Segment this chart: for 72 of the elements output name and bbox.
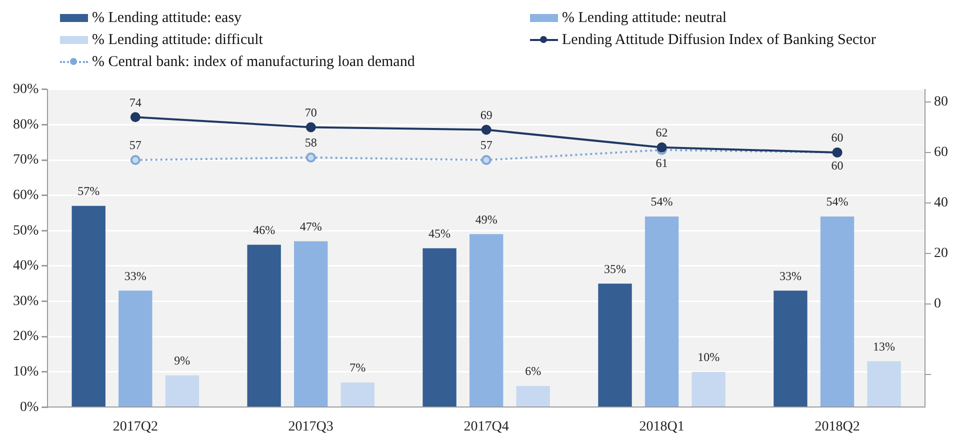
point — [481, 155, 492, 166]
point — [481, 124, 492, 135]
data-label: 13% — [873, 339, 896, 354]
data-label: 54% — [826, 194, 848, 209]
data-label: 70 — [304, 105, 317, 120]
y-tick-label: 20% — [12, 329, 39, 344]
y-tick-label: 50% — [12, 223, 39, 238]
bar — [469, 234, 504, 406]
data-label: 74 — [129, 95, 142, 110]
bar — [165, 375, 200, 406]
data-label: 62 — [656, 126, 668, 140]
y2-tick-label: 60 — [934, 145, 948, 160]
bar — [820, 216, 854, 406]
data-label: 61 — [656, 156, 668, 170]
data-label: 58 — [304, 136, 317, 150]
data-label: 33% — [124, 268, 146, 283]
bar — [340, 382, 374, 406]
x-tick-label: 2018Q1 — [639, 419, 684, 434]
bar — [644, 216, 679, 406]
y-tick-label: 40% — [12, 258, 39, 274]
point — [306, 152, 316, 162]
data-label: 69 — [480, 108, 492, 122]
data-label: 57 — [129, 138, 142, 152]
data-label: 45% — [428, 226, 451, 240]
y-tick-label: 30% — [12, 294, 39, 309]
legend-label: % Central bank: index of manufacturing loan demand — [92, 54, 415, 70]
bar — [422, 248, 456, 406]
y2-tick-label: 0 — [934, 296, 941, 312]
y-tick-label: 10% — [12, 364, 39, 380]
data-label: 10% — [698, 350, 720, 364]
legend-label: % Lending attitude: neutral — [562, 10, 727, 26]
legend-label: % Lending attitude: difficult — [92, 32, 263, 48]
x-tick-label: 2017Q2 — [112, 419, 158, 434]
y2-tick-label: 80 — [934, 94, 948, 110]
data-label: 35% — [604, 262, 626, 276]
y-tick-label: 60% — [12, 188, 39, 204]
x-tick-label: 2018Q2 — [814, 419, 860, 434]
y-tick-label: 90% — [12, 82, 39, 98]
point — [130, 155, 140, 166]
point — [130, 112, 140, 122]
bar — [774, 290, 808, 406]
y-tick-label: 70% — [12, 152, 39, 168]
bar — [294, 241, 328, 406]
data-label: 46% — [253, 222, 276, 237]
x-tick-label: 2017Q4 — [464, 419, 509, 434]
data-label: 49% — [475, 212, 498, 226]
point — [656, 142, 667, 152]
data-label: 57% — [78, 184, 100, 198]
bar — [516, 386, 550, 406]
point — [306, 122, 316, 132]
data-label: 54% — [650, 194, 673, 209]
data-label: 47% — [300, 219, 322, 234]
bar — [72, 206, 106, 406]
y-tick-label: 0% — [20, 400, 39, 415]
data-label: 33% — [779, 268, 802, 283]
legend-label: Lending Attitude Diffusion Index of Banking Sector — [562, 32, 876, 48]
data-label: 9% — [174, 354, 190, 368]
bar — [247, 244, 281, 406]
bar — [598, 284, 632, 406]
data-label: 7% — [350, 360, 366, 375]
legend-label: % Lending attitude: easy — [92, 10, 242, 26]
data-label: 6% — [525, 364, 542, 378]
y-tick-label: 80% — [12, 117, 39, 132]
x-tick-label: 2017Q3 — [288, 419, 334, 434]
bar — [692, 372, 726, 406]
y2-tick-label: 20 — [934, 246, 948, 262]
bar — [867, 361, 901, 406]
y2-tick-label: 40 — [934, 196, 948, 211]
data-label: 60 — [831, 158, 844, 173]
bar — [118, 290, 152, 406]
data-label: 57 — [480, 138, 492, 152]
data-label: 60 — [831, 130, 844, 145]
